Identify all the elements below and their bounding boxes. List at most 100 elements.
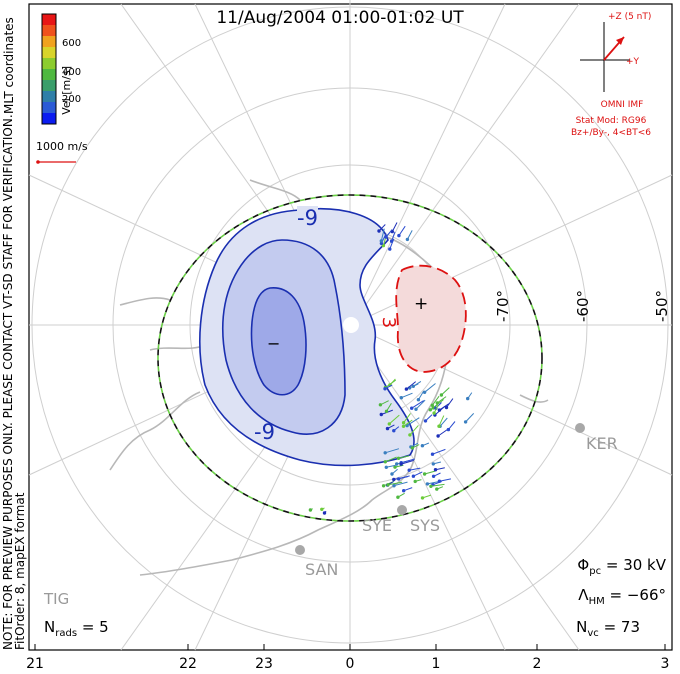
colorbar-swatch — [42, 80, 56, 91]
vector-line — [448, 421, 456, 430]
vector-origin — [425, 482, 430, 486]
vector-line — [409, 467, 421, 471]
vector-line — [425, 414, 433, 422]
vector-line — [437, 396, 447, 404]
vector-line — [435, 467, 445, 471]
negative-center-marker: − — [267, 334, 281, 353]
mlt-tick-23: 23 — [255, 656, 273, 672]
mlt-tick-2: 2 — [532, 656, 542, 672]
vector-line — [398, 455, 410, 459]
vector-line — [403, 487, 413, 492]
colorbar-swatch — [42, 102, 56, 113]
vector-line — [413, 471, 423, 477]
vector-line — [439, 417, 448, 427]
stat-lambda-hm-value: = −66° — [609, 586, 667, 604]
vector-line — [441, 387, 450, 396]
mlt-tick-3: 3 — [660, 656, 670, 672]
vector-line — [415, 399, 426, 410]
vector-line — [391, 468, 398, 475]
vector-line — [386, 464, 396, 468]
vector-line — [415, 479, 422, 482]
vector-line — [398, 475, 410, 480]
vector-line — [391, 231, 396, 242]
vector-line — [406, 417, 420, 427]
vector-line — [434, 406, 446, 416]
vector-line — [398, 225, 406, 236]
mlt-tick-0: 0 — [345, 656, 355, 672]
map-title: 11/Aug/2004 01:00-01:02 UT — [216, 8, 464, 28]
colorbar — [41, 13, 57, 125]
stat-n-vc-value: = 73 — [603, 618, 640, 636]
station-label-sye: SYE — [362, 516, 393, 535]
vector-origin — [429, 484, 433, 488]
stat-hm-latitude: ΛHM = −66° — [578, 586, 666, 607]
stat-radar-count: Nrads = 5 — [44, 618, 109, 639]
latitude-label-70: -70° — [494, 290, 512, 322]
vector-line — [385, 229, 393, 238]
station-label-tig: TIG — [44, 590, 70, 608]
vector-line — [401, 392, 413, 399]
vector-line — [388, 414, 400, 425]
vector-origin — [422, 472, 427, 476]
colorbar-swatch — [42, 25, 56, 36]
vector-line — [432, 448, 446, 455]
latitude-label-60: -60° — [574, 290, 592, 322]
vector-line — [411, 400, 424, 409]
scale-vector-label: 1000 m/s — [36, 140, 88, 153]
vector-origin — [410, 446, 415, 450]
colorbar-swatch — [42, 47, 56, 58]
vector-line — [384, 384, 393, 390]
vector-origin — [378, 403, 383, 407]
vector-origin — [381, 243, 386, 248]
vector-line — [439, 478, 451, 482]
vector-line — [422, 442, 430, 447]
station-label-ker: KER — [586, 434, 618, 453]
velocity-vectors — [308, 222, 475, 515]
positive-cell — [395, 264, 467, 373]
vector-line — [387, 481, 403, 486]
vector-line — [310, 508, 313, 511]
vector-line — [409, 383, 419, 389]
vector-line — [385, 448, 400, 454]
colorbar-tick-400: 400 — [62, 67, 82, 78]
colorbar-swatch — [42, 113, 56, 124]
colorbar-swatch — [42, 91, 56, 102]
stat-cross-polar-potential: Φpc = 30 kV — [577, 556, 666, 577]
colorbar-swatch — [42, 69, 56, 80]
latitude-label-50: -50° — [653, 290, 671, 322]
vector-line — [403, 413, 411, 423]
vector-line — [412, 444, 420, 449]
vector-line — [380, 400, 389, 406]
hm-boundary — [157, 194, 543, 522]
colorbar-tick-200: 200 — [62, 94, 82, 105]
vector-origin — [431, 474, 436, 478]
vector-line — [380, 228, 385, 242]
vector-line — [431, 395, 440, 406]
colorbar-swatch — [42, 58, 56, 69]
vector-line — [438, 415, 445, 427]
imf-y-label: +Y — [626, 57, 640, 67]
vector-line — [432, 399, 444, 409]
vector-line — [433, 404, 439, 414]
vector-origin — [437, 479, 442, 483]
vector-line — [324, 510, 327, 514]
vector-line — [389, 238, 395, 250]
vector-line — [446, 398, 454, 408]
pole-marker — [343, 317, 359, 333]
vector-line — [467, 392, 473, 399]
vector-line — [433, 472, 441, 477]
imf-stat-mod: Stat Mod: RG96 — [575, 116, 647, 126]
vector-line — [378, 224, 386, 232]
vector-line — [387, 424, 395, 430]
vector-line — [424, 470, 436, 475]
vector-origin — [399, 462, 403, 466]
vector-origin — [396, 477, 401, 481]
vector-line — [386, 402, 392, 412]
vector-line — [406, 381, 417, 390]
vector-line — [424, 383, 436, 393]
positive-contour-label: 3 — [378, 316, 400, 329]
vector-line — [409, 425, 419, 436]
scale-vector — [36, 160, 76, 164]
vector-line — [397, 492, 405, 498]
negative-cell-inner — [250, 287, 307, 396]
